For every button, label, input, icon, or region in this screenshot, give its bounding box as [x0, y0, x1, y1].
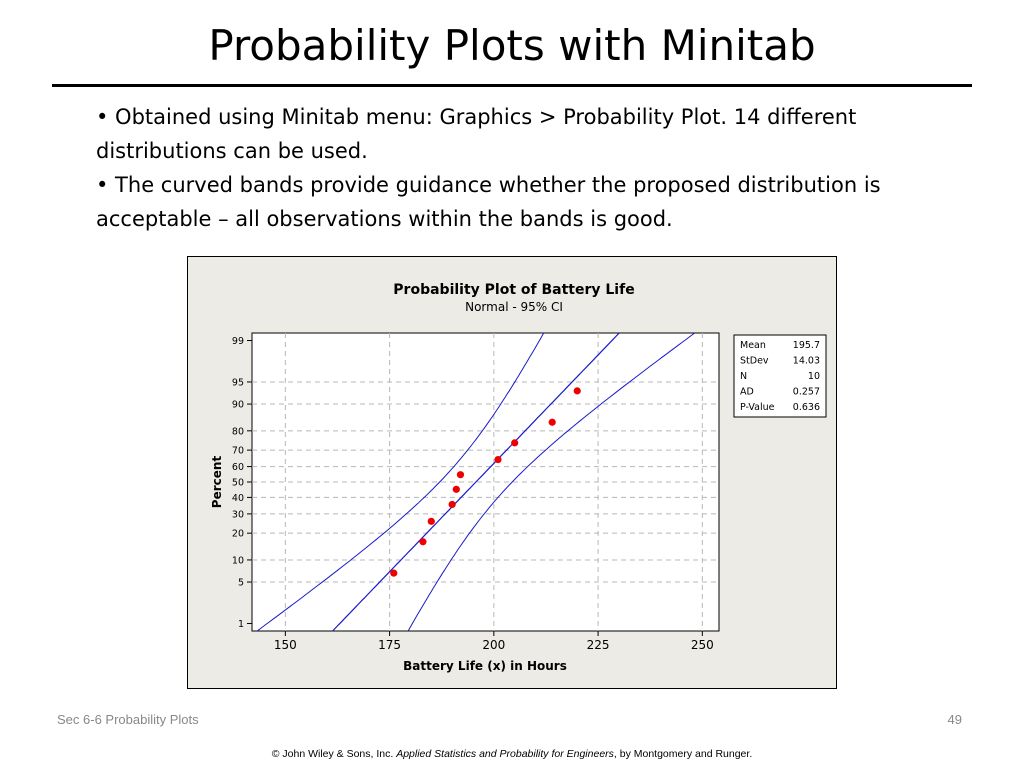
- bullet-item: • Obtained using Minitab menu: Graphics …: [96, 105, 857, 163]
- data-point: [448, 500, 456, 509]
- stats-label: AD: [740, 387, 754, 398]
- stats-value: 14.03: [793, 356, 820, 367]
- title-divider: [52, 84, 972, 87]
- y-tick-label: 60: [232, 462, 244, 473]
- y-tick-label: 70: [232, 446, 244, 457]
- data-point: [419, 538, 427, 546]
- fit-line: [332, 332, 620, 632]
- bullet-item: • The curved bands provide guidance whet…: [96, 173, 881, 231]
- stats-value: 0.636: [793, 402, 820, 413]
- footer-section-label: Sec 6-6 Probability Plots: [57, 712, 199, 727]
- y-axis-ticks: 1 5 10 20 30 40 50 60 70 80 90 95 99: [232, 336, 252, 630]
- y-tick-label: 1: [238, 619, 244, 630]
- y-tick-label: 95: [232, 377, 244, 388]
- book-title: Applied Statistics and Probability for E…: [396, 748, 614, 760]
- probability-plot-figure: Probability Plot of Battery Life Normal …: [187, 256, 837, 689]
- ci-band-lower: [407, 332, 695, 632]
- data-point: [573, 387, 581, 395]
- x-tick-label: 200: [482, 638, 505, 652]
- y-tick-label: 99: [232, 336, 244, 347]
- data-point: [456, 471, 465, 479]
- x-axis-label: Battery Life (x) in Hours: [403, 659, 567, 673]
- copyright-prefix: © John Wiley & Sons, Inc.: [271, 748, 397, 760]
- chart-title: Probability Plot of Battery Life: [393, 282, 634, 298]
- stats-label: Mean: [740, 340, 766, 351]
- stats-label: StDev: [740, 356, 769, 367]
- data-point: [390, 569, 398, 577]
- y-tick-label: 40: [232, 493, 244, 504]
- y-tick-label: 30: [232, 509, 244, 520]
- probability-plot-chart: Probability Plot of Battery Life Normal …: [210, 282, 827, 673]
- data-points: [390, 387, 581, 577]
- data-point: [452, 485, 460, 493]
- stats-label: P-Value: [740, 402, 775, 413]
- copyright-notice: © John Wiley & Sons, Inc. Applied Statis…: [0, 748, 1024, 760]
- ci-band-upper: [256, 332, 545, 632]
- page-number: 49: [947, 712, 962, 727]
- slide-title: Probability Plots with Minitab: [208, 21, 816, 70]
- stats-label: N: [740, 371, 747, 382]
- data-point: [427, 517, 435, 525]
- grid-lines: [252, 333, 719, 631]
- y-tick-label: 10: [232, 555, 244, 566]
- y-tick-label: 5: [238, 578, 244, 589]
- stats-value: 0.257: [793, 387, 820, 398]
- copyright-suffix: , by Montgomery and Runger.: [613, 748, 753, 760]
- y-tick-label: 80: [232, 426, 244, 437]
- y-axis-label: Percent: [210, 456, 224, 509]
- stats-value: 195.7: [793, 340, 820, 351]
- bullet-list: • Obtained using Minitab menu: Graphics …: [96, 100, 956, 236]
- x-axis-ticks: 150 175 200 225 250: [274, 631, 714, 652]
- data-point: [494, 455, 502, 464]
- stats-value: 10: [808, 371, 820, 382]
- data-point: [548, 418, 556, 426]
- y-tick-label: 20: [232, 529, 244, 540]
- stats-table-border: [733, 334, 827, 418]
- x-tick-label: 150: [274, 638, 297, 652]
- x-tick-label: 175: [378, 638, 401, 652]
- data-point: [511, 439, 519, 447]
- x-tick-label: 225: [587, 638, 610, 652]
- y-tick-label: 90: [232, 400, 244, 411]
- y-tick-label: 50: [232, 478, 244, 489]
- chart-subtitle: Normal - 95% CI: [465, 300, 563, 314]
- x-tick-label: 250: [691, 638, 714, 652]
- confidence-bands: [256, 332, 695, 632]
- stats-table: Mean 195.7 StDev 14.03 N 10 AD 0.257 P-Value 0.63…: [733, 334, 827, 418]
